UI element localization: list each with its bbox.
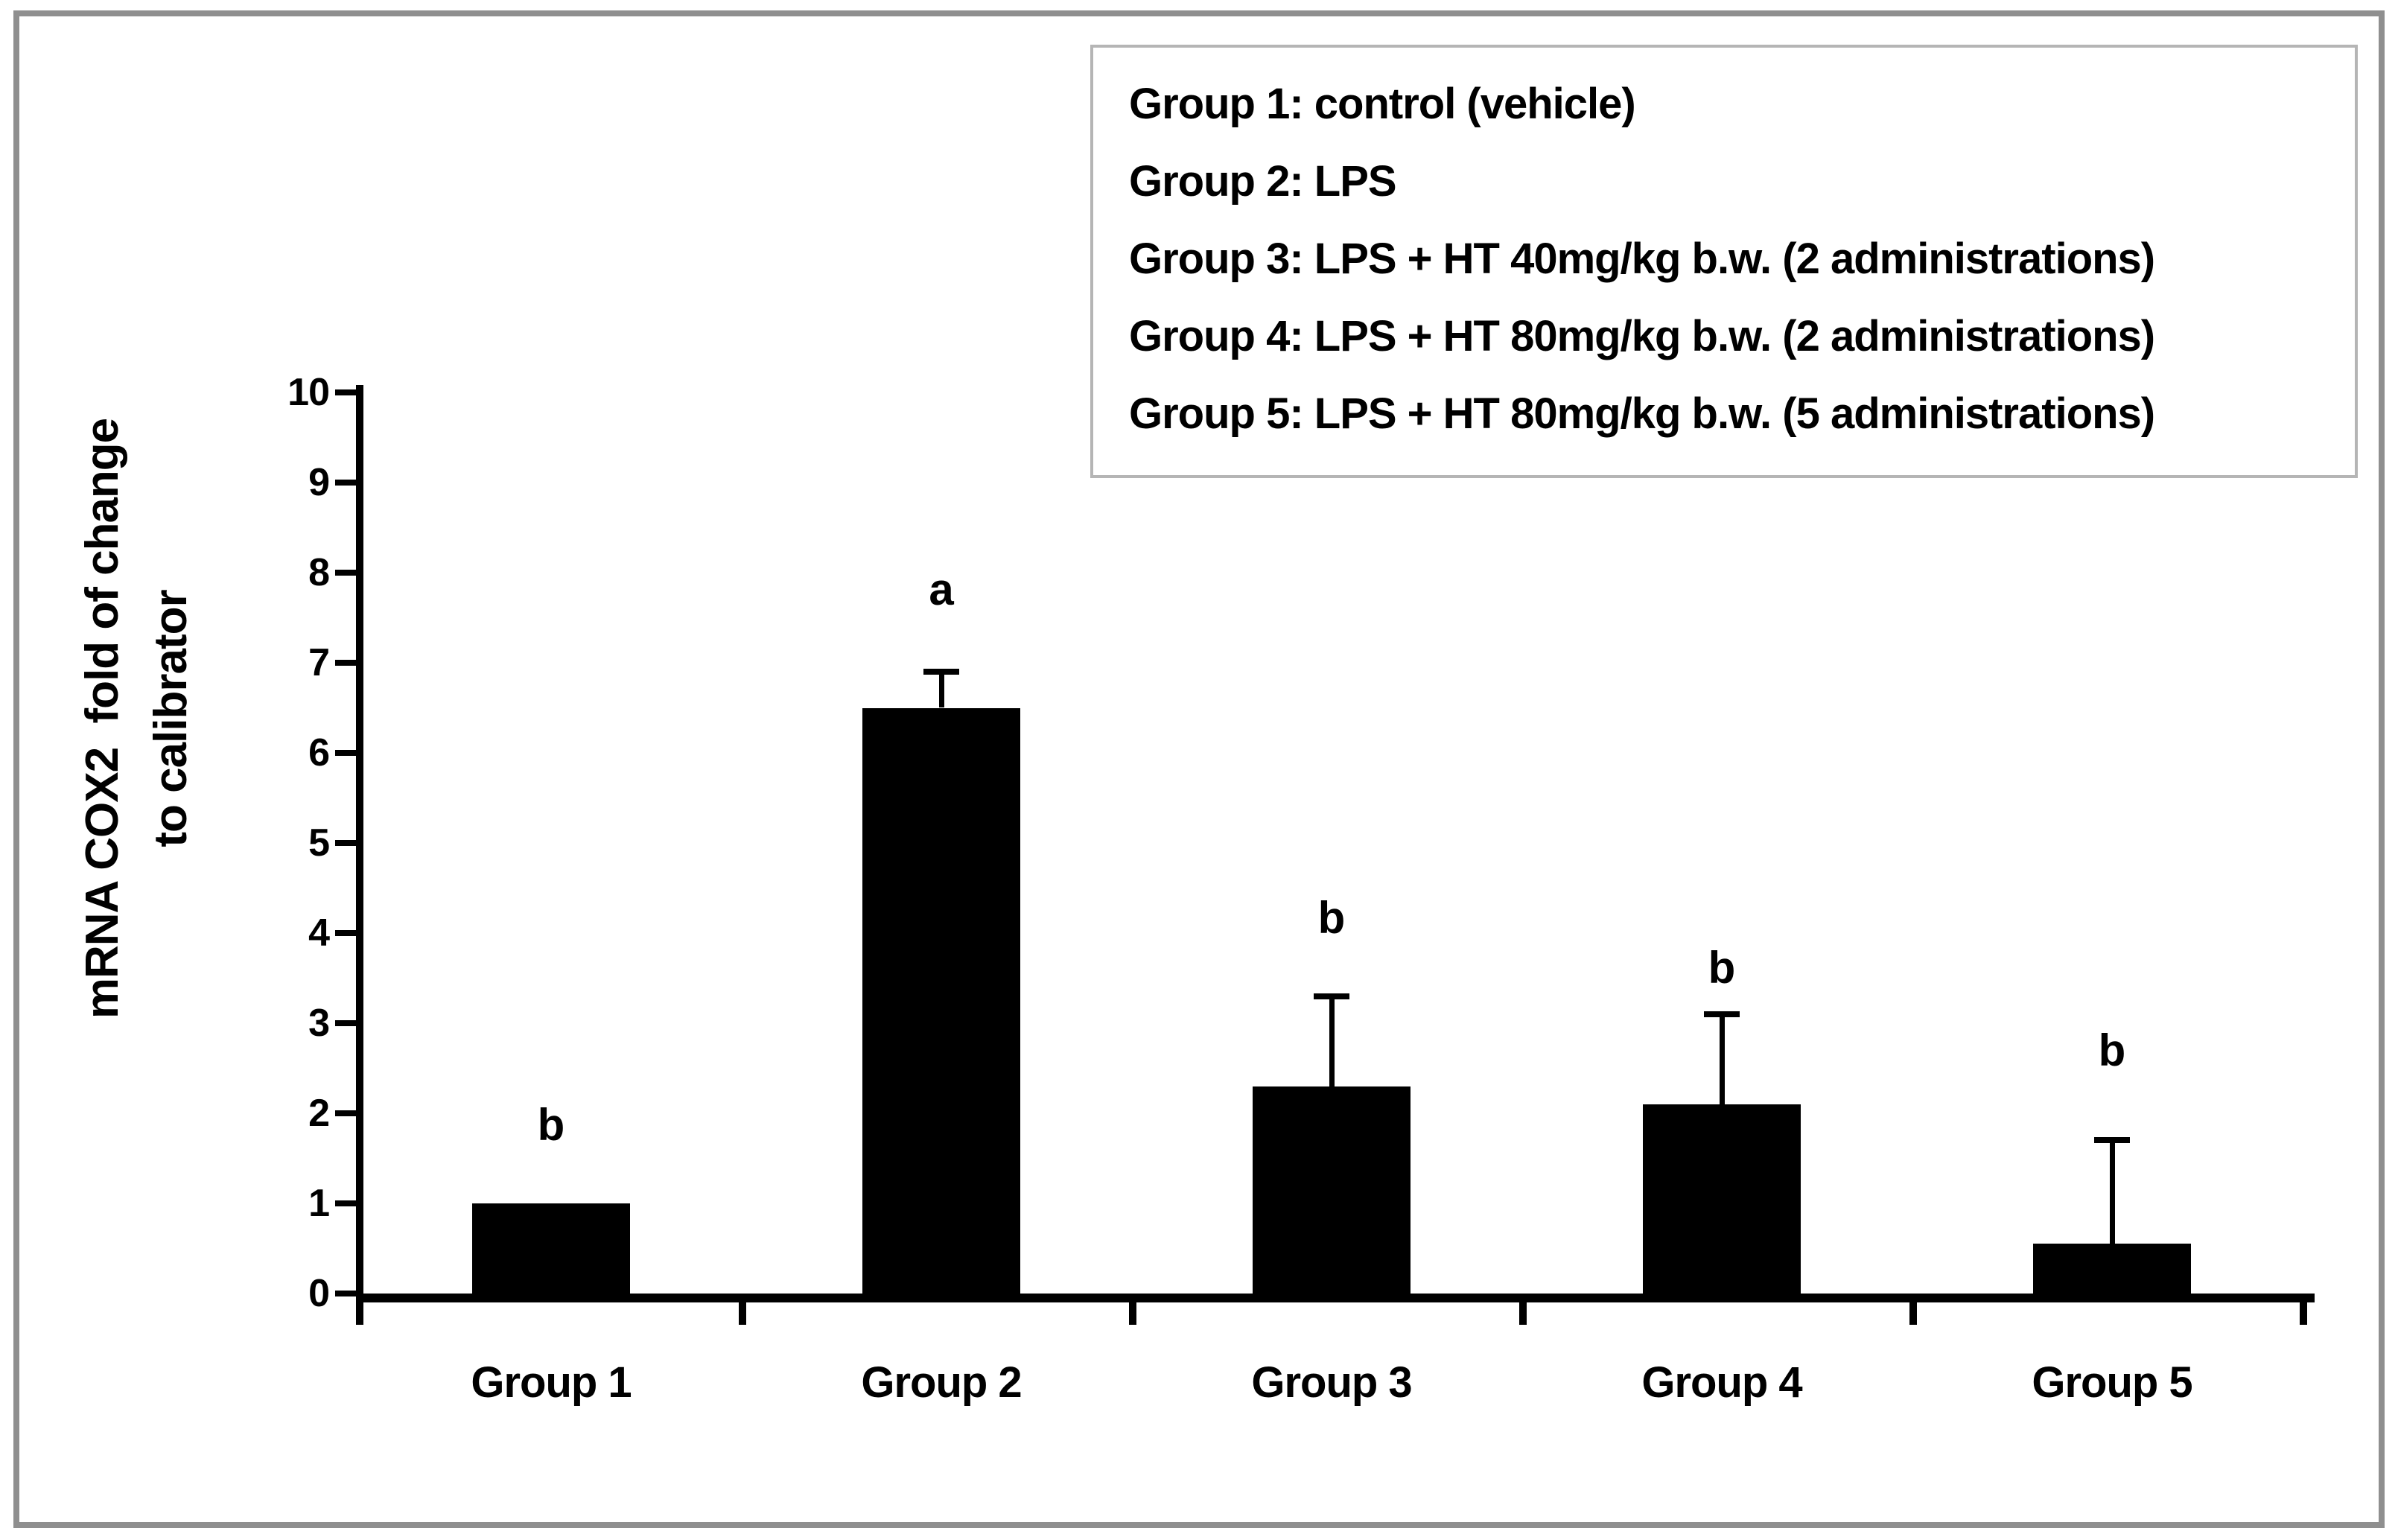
bar xyxy=(2033,1244,2191,1299)
y-tick-label: 10 xyxy=(287,371,330,414)
significance-letter: b xyxy=(1708,942,1736,993)
y-tick xyxy=(335,480,356,486)
bar xyxy=(472,1203,630,1299)
y-tick-label: 0 xyxy=(308,1272,330,1315)
y-axis-line xyxy=(356,385,363,1302)
y-tick xyxy=(335,389,356,395)
y-tick xyxy=(335,1200,356,1206)
x-tick xyxy=(1909,1302,1917,1325)
error-bar-cap xyxy=(923,669,959,675)
y-tick xyxy=(335,840,356,846)
bar xyxy=(862,707,1020,1299)
y-axis-title-line1: mRNA COX2 fold of change xyxy=(77,418,128,1019)
y-tick-label: 8 xyxy=(308,551,330,594)
x-axis-label: Group 4 xyxy=(1641,1358,1802,1407)
significance-letter: b xyxy=(1317,892,1346,943)
y-axis-title-line2: to calibrator xyxy=(145,590,197,847)
error-bar-stem xyxy=(1719,1014,1725,1104)
y-tick xyxy=(335,1020,356,1026)
y-tick xyxy=(335,930,356,936)
bar xyxy=(1643,1104,1801,1299)
y-tick-label: 5 xyxy=(308,821,330,865)
x-tick xyxy=(2300,1302,2307,1325)
x-axis-label: Group 5 xyxy=(2032,1358,2192,1407)
y-tick-label: 4 xyxy=(308,911,330,955)
y-tick-label: 9 xyxy=(308,461,330,504)
y-tick-label: 1 xyxy=(308,1182,330,1225)
y-tick-label: 7 xyxy=(308,641,330,684)
y-tick xyxy=(335,1291,356,1296)
y-tick xyxy=(335,570,356,576)
x-tick xyxy=(1519,1302,1527,1325)
significance-letter: a xyxy=(929,564,954,615)
legend-line-group3: Group 3: LPS + HT 40mg/kg b.w. (2 admini… xyxy=(1129,235,2155,283)
legend-line-group4: Group 4: LPS + HT 80mg/kg b.w. (2 admini… xyxy=(1129,312,2155,360)
y-axis-title: mRNA COX2 fold of change to calibrator xyxy=(69,197,212,1240)
x-tick xyxy=(739,1302,746,1325)
legend-box: Group 1: control (vehicle) Group 2: LPS … xyxy=(1090,45,2358,478)
x-tick xyxy=(356,1302,363,1325)
legend-line-group1: Group 1: control (vehicle) xyxy=(1129,80,1636,128)
x-axis-label: Group 1 xyxy=(471,1358,632,1407)
error-bar-cap xyxy=(1704,1011,1740,1017)
error-bar-stem xyxy=(938,672,944,708)
error-bar-cap xyxy=(1314,993,1349,999)
error-bar-cap xyxy=(2094,1137,2130,1144)
x-axis-label: Group 3 xyxy=(1251,1358,1412,1407)
error-bar-stem xyxy=(2109,1140,2115,1244)
bar xyxy=(1253,1086,1411,1299)
y-tick-label: 3 xyxy=(308,1002,330,1045)
legend-line-group5: Group 5: LPS + HT 80mg/kg b.w. (5 admini… xyxy=(1129,389,2155,438)
significance-letter: b xyxy=(2098,1025,2126,1076)
error-bar-stem xyxy=(1329,996,1335,1086)
y-tick-label: 2 xyxy=(308,1092,330,1135)
significance-letter: b xyxy=(537,1100,565,1150)
x-axis-label: Group 2 xyxy=(861,1358,1022,1407)
legend-line-group2: Group 2: LPS xyxy=(1129,157,1397,206)
y-tick xyxy=(335,750,356,756)
y-tick xyxy=(335,1110,356,1116)
y-tick xyxy=(335,660,356,666)
y-tick-label: 6 xyxy=(308,731,330,774)
x-tick xyxy=(1129,1302,1136,1325)
